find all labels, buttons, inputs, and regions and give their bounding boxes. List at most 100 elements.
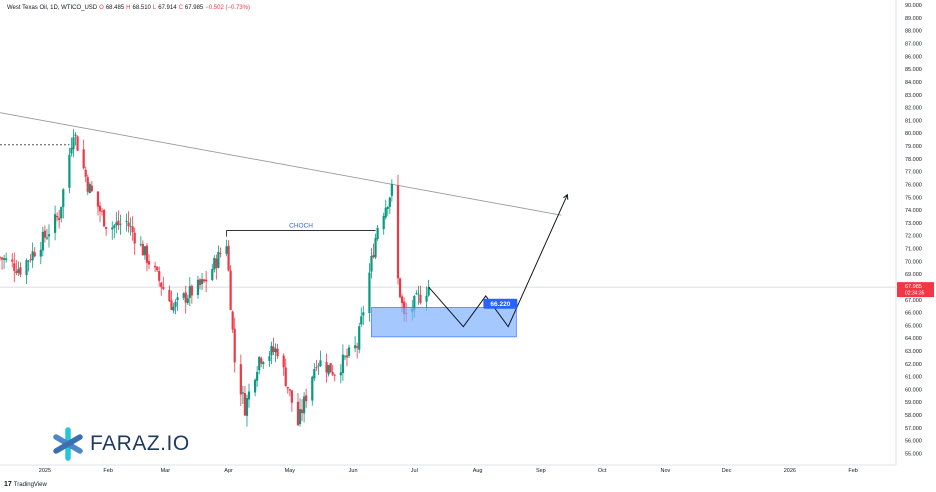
candle-body — [360, 316, 363, 325]
candle-body — [354, 345, 357, 349]
candle-body — [96, 191, 100, 207]
candle-body — [317, 365, 320, 367]
candle-body — [341, 354, 344, 374]
candle-body — [374, 238, 377, 258]
candle-body — [156, 267, 159, 271]
candle-body — [233, 328, 236, 363]
candle-body — [313, 369, 316, 379]
candle-body — [47, 234, 51, 237]
candle-body — [388, 197, 391, 207]
price-tick-label: 62.000 — [905, 362, 922, 368]
candle-body — [147, 261, 151, 265]
price-tick-label: 64.000 — [905, 336, 922, 342]
candle-body — [390, 183, 393, 196]
candle-body — [284, 367, 287, 387]
symbol-name: West Texas Oil, 1D, WTICO_USD — [7, 5, 98, 11]
close-value: 67.985 — [184, 5, 204, 11]
candle-body — [74, 134, 77, 136]
price-tick-label: 57.000 — [905, 426, 922, 432]
candle-body — [329, 363, 332, 373]
candle-body — [11, 259, 14, 262]
tradingview-badge[interactable]: 17 TradingView — [4, 481, 47, 488]
change-value: −0.502 (−0.73%) — [205, 5, 250, 11]
last-price-label: 67.985 — [905, 284, 922, 290]
candle-body — [84, 169, 87, 177]
candle-body — [276, 348, 279, 357]
candle-body — [231, 311, 234, 330]
choch-line — [226, 230, 376, 237]
time-tick-label: Sep — [536, 468, 546, 474]
demand-zone — [371, 307, 517, 338]
candle-body — [168, 290, 171, 302]
candle-body — [45, 237, 49, 239]
time-tick-label: 2026 — [784, 468, 796, 474]
candle-body — [2, 258, 6, 260]
candle-body — [290, 390, 293, 403]
candle-body — [111, 227, 114, 230]
candle-body — [245, 398, 249, 416]
price-tick-label: 58.000 — [905, 413, 922, 419]
candle-body — [133, 232, 136, 244]
price-tick-label: 69.000 — [905, 272, 922, 278]
candle-body — [170, 300, 173, 310]
price-tick-label: 56.000 — [905, 439, 922, 445]
candle-body — [15, 271, 18, 274]
time-tick-label: 2025 — [39, 468, 51, 474]
candle-body — [200, 279, 204, 285]
candle-body — [31, 251, 34, 261]
time-tick-label: Jul — [411, 468, 418, 474]
candle-body — [241, 392, 244, 394]
candle-body — [229, 270, 232, 310]
candle-body — [417, 293, 420, 295]
price-tick-label: 71.000 — [905, 247, 922, 253]
candle-body — [117, 220, 120, 226]
candle-body — [82, 149, 85, 169]
candle-body — [154, 265, 157, 268]
candle-body — [227, 245, 230, 271]
candle-body — [58, 217, 61, 220]
price-tick-label: 79.000 — [905, 144, 922, 150]
candle-body — [29, 259, 32, 261]
time-tick-label: Dec — [722, 468, 732, 474]
candle-body — [188, 286, 191, 298]
price-tick-label: 89.000 — [905, 16, 922, 22]
candle-body — [345, 355, 349, 358]
time-tick-label: Mar — [161, 468, 171, 474]
candle-body — [219, 253, 222, 254]
price-tick-label: 72.000 — [905, 234, 922, 240]
time-tick-label: Feb — [103, 468, 112, 474]
time-tick-label: May — [285, 468, 296, 474]
candle-body — [396, 185, 400, 279]
candle-body — [298, 409, 302, 425]
candle-body — [311, 376, 314, 401]
candle-body — [13, 263, 16, 271]
candle-body — [319, 360, 322, 366]
resistance-trendline — [0, 112, 562, 216]
candle-body — [382, 215, 385, 230]
candle-body — [247, 391, 251, 400]
candle-body — [174, 301, 177, 307]
price-tick-label: 59.000 — [905, 400, 922, 406]
candle-body — [90, 185, 93, 192]
candle-body — [68, 154, 71, 188]
candle-body — [339, 372, 342, 376]
price-tick-label: 75.000 — [905, 195, 922, 201]
candle-body — [288, 389, 291, 391]
candle-body — [286, 386, 289, 389]
high-value: 68.510 — [132, 5, 151, 11]
candle-body — [203, 279, 206, 282]
last-price-tag — [897, 282, 934, 298]
candle-body — [268, 356, 271, 361]
candle-body — [125, 220, 128, 222]
candle-body — [88, 183, 91, 194]
candle-body — [131, 226, 134, 233]
tradingview-logo-icon: 17 — [4, 481, 12, 488]
time-tick-label: Nov — [660, 468, 670, 474]
candle-body — [98, 205, 102, 212]
candle-body — [158, 271, 161, 281]
logo-text: FARAZ.IO — [90, 432, 190, 455]
candle-body — [182, 293, 185, 298]
candle-body — [274, 348, 277, 353]
candle-body — [190, 285, 193, 296]
